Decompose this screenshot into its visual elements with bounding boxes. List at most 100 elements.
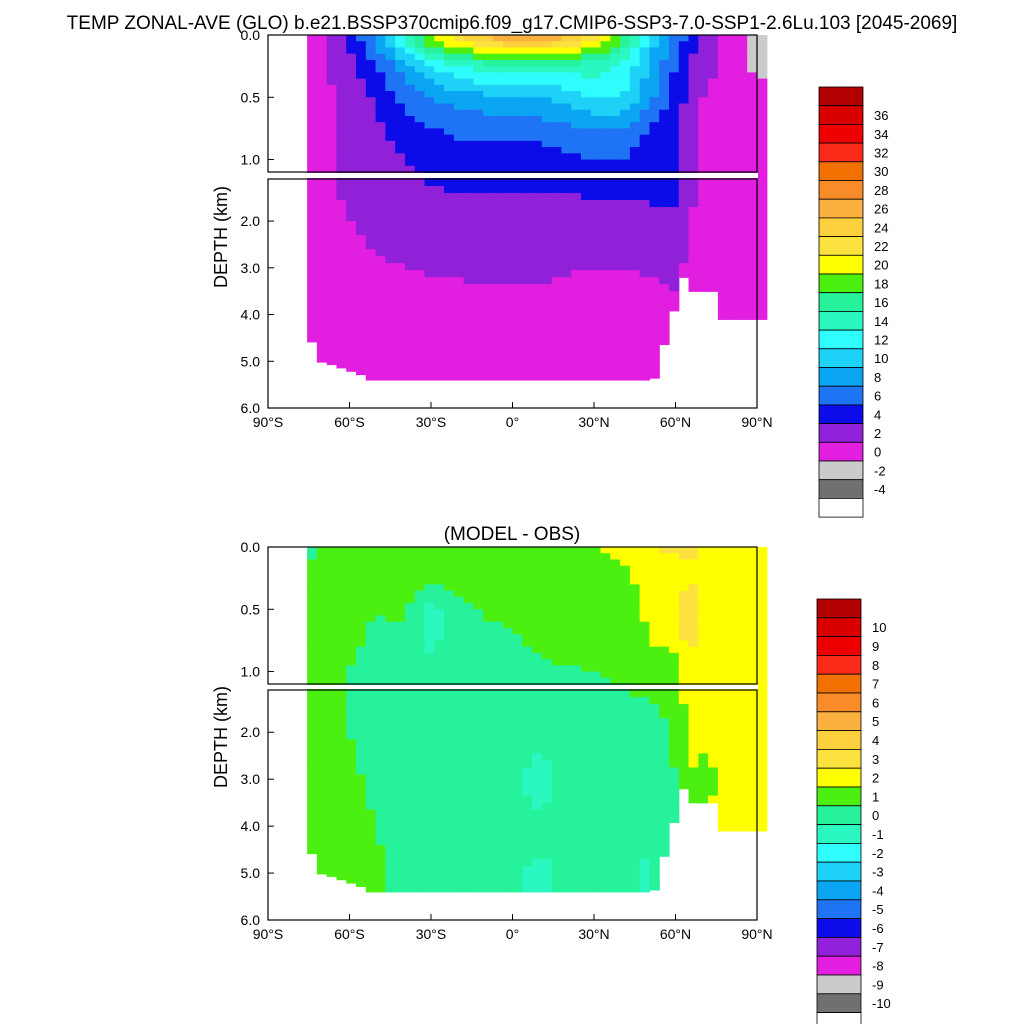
contour-cell [600, 263, 611, 271]
contour-cell [541, 312, 553, 320]
contour-cell [463, 368, 474, 376]
contour-cell [532, 284, 543, 292]
contour-cell [571, 851, 582, 860]
contour-cell [620, 235, 631, 243]
contour-cell [727, 53, 739, 61]
contour-cell [492, 652, 504, 660]
contour-cell [483, 115, 494, 123]
contour-cell [747, 640, 758, 648]
contour-cell [639, 326, 651, 334]
contour-cell [629, 795, 641, 804]
contour-cell [414, 596, 426, 604]
contour-cell [659, 659, 670, 666]
contour-cell [717, 249, 729, 257]
contour-cell [463, 277, 474, 285]
contour-cell [404, 291, 416, 299]
contour-cell [590, 565, 602, 573]
contour-cell [532, 221, 543, 229]
contour-cell [492, 596, 504, 604]
contour-cell [580, 684, 592, 698]
contour-cell [532, 72, 543, 80]
contour-cell [678, 35, 690, 42]
contour-cell [688, 128, 699, 136]
contour-cell [502, 704, 514, 712]
contour-cell [444, 652, 455, 660]
contour-cell [404, 809, 416, 818]
contour-cell [414, 732, 426, 740]
contour-cell [346, 802, 357, 811]
contour-cell [708, 590, 719, 598]
contour-cell [336, 263, 347, 271]
contour-cell [541, 646, 553, 654]
contour-cell [395, 153, 406, 161]
contour-cell [522, 109, 533, 117]
contour-cell [307, 774, 318, 783]
contour-cell [551, 103, 562, 111]
contour-cell [336, 760, 347, 769]
contour-cell [639, 584, 651, 592]
contour-cell [600, 774, 611, 783]
contour-cell [737, 140, 748, 148]
contour-cell [385, 361, 396, 369]
contour-cell [307, 640, 318, 648]
contour-cell [375, 35, 386, 42]
contour-cell [668, 718, 680, 726]
contour-cell [512, 263, 523, 271]
contour-cell [316, 547, 328, 554]
contour-cell [356, 873, 367, 881]
contour-cell [424, 788, 435, 797]
contour-cell [424, 277, 435, 285]
contour-cell [708, 109, 719, 117]
contour-cell [688, 634, 699, 642]
contour-cell [375, 788, 386, 797]
contour-cell [444, 739, 455, 747]
contour-cell [444, 235, 455, 243]
contour-cell [561, 697, 572, 705]
contour-cell [522, 880, 533, 888]
contour-cell [424, 725, 435, 733]
contour-cell [698, 767, 709, 776]
contour-cell [629, 256, 641, 264]
contour-cell [600, 634, 611, 642]
contour-cell [502, 760, 514, 769]
contour-cell [698, 711, 709, 719]
contour-cell [620, 122, 631, 130]
contour-cell [727, 565, 739, 573]
contour-cell [395, 333, 406, 341]
contour-cell [326, 739, 338, 747]
contour-cell [717, 66, 729, 73]
contour-cell [629, 553, 641, 561]
contour-cell [629, 578, 641, 585]
contour-cell [717, 291, 729, 299]
colorbar-label: 6 [874, 389, 881, 404]
contour-cell [580, 704, 592, 712]
contour-cell [385, 652, 396, 660]
contour-cell [434, 319, 445, 327]
contour-cell [668, 91, 680, 98]
contour-cell [307, 553, 318, 561]
contour-cell [356, 140, 367, 148]
contour-cell [316, 228, 328, 236]
contour-cell [629, 78, 641, 86]
contour-cell [307, 312, 318, 320]
contour-cell [590, 621, 602, 629]
contour-cell [561, 347, 572, 355]
contour-cell [541, 732, 553, 740]
contour-cell [580, 559, 592, 567]
upper-plot-frame [267, 546, 758, 685]
contour-cell [532, 788, 543, 797]
contour-cell [747, 571, 758, 579]
contour-cell [326, 559, 338, 567]
contour-cell [326, 153, 338, 161]
contour-cell [727, 646, 739, 654]
contour-cell [434, 122, 445, 130]
contour-cell [649, 774, 660, 783]
contour-cell [610, 627, 621, 635]
contour-cell [580, 609, 592, 617]
contour-cell [502, 128, 514, 136]
contour-cell [483, 671, 494, 679]
contour-cell [659, 284, 670, 292]
contour-cell [580, 221, 592, 229]
contour-cell [395, 760, 406, 769]
contour-cell [326, 753, 338, 762]
